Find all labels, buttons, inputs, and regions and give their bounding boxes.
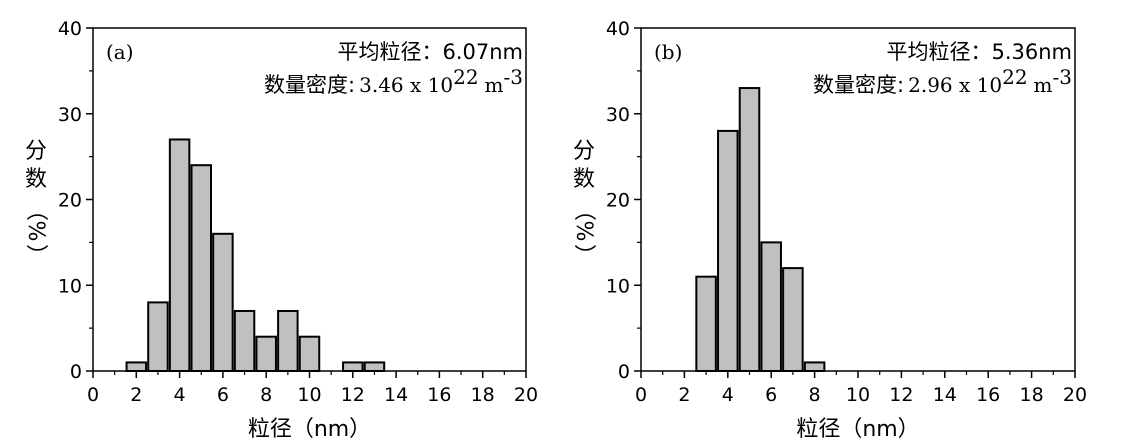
y-tick-label: 10 bbox=[606, 275, 630, 297]
bar bbox=[760, 241, 782, 373]
x-axis-label: 粒径（nm） bbox=[796, 417, 919, 442]
y-tick-label: 40 bbox=[58, 18, 82, 40]
y-tick-label: 10 bbox=[58, 275, 82, 297]
bar bbox=[168, 138, 191, 372]
x-tick-label: 20 bbox=[1063, 384, 1087, 406]
bar bbox=[342, 361, 364, 372]
x-tick-label: 10 bbox=[297, 384, 321, 406]
x-tick-label: 10 bbox=[846, 384, 870, 406]
bar bbox=[277, 309, 299, 373]
number-density-annotation: 数量密度: 2.96 x 1022 m-3 bbox=[813, 65, 1072, 97]
y-tick-label: 20 bbox=[58, 190, 82, 212]
x-tick-label: 2 bbox=[678, 384, 690, 406]
x-tick-label: 14 bbox=[933, 384, 957, 406]
y-axis-label-char: % bbox=[571, 221, 596, 242]
bar bbox=[695, 275, 717, 372]
x-tick-label: 12 bbox=[341, 384, 365, 406]
y-tick-label: 30 bbox=[58, 104, 82, 126]
bar bbox=[803, 361, 826, 372]
y-tick-label: 0 bbox=[70, 361, 82, 383]
x-tick-label: 0 bbox=[87, 384, 99, 406]
bar bbox=[298, 335, 321, 373]
bar bbox=[363, 361, 386, 372]
mean-size-annotation: 平均粒径：6.07nm bbox=[337, 40, 523, 64]
chart-a: 0 2 4 6 8 10 12 14 16 18 20 0 10 20 30 40 粒径（nm） 分数 （%） (a)… bbox=[23, 18, 538, 442]
x-tick-label: 14 bbox=[384, 384, 408, 406]
y-axis-label-char: 数 bbox=[25, 167, 47, 192]
y-axis-label-char: （ bbox=[23, 199, 48, 221]
y-tick-label: 20 bbox=[606, 190, 630, 212]
x-tick-label: 8 bbox=[809, 384, 821, 406]
panel-label: (b) bbox=[654, 40, 682, 64]
x-tick-label: 4 bbox=[174, 384, 186, 406]
y-tick-label: 0 bbox=[618, 361, 630, 383]
y-axis-label-char: （ bbox=[571, 199, 596, 221]
bar bbox=[738, 87, 761, 372]
y-axis-label-char: 分 bbox=[573, 139, 595, 164]
y-axis-label-char: 分 bbox=[25, 139, 47, 164]
bar bbox=[125, 361, 148, 372]
x-tick-label: 6 bbox=[765, 384, 777, 406]
x-tick-label: 16 bbox=[976, 384, 1000, 406]
y-axis-label-char: % bbox=[23, 221, 48, 242]
mean-size-annotation: 平均粒径：5.36nm bbox=[886, 40, 1072, 64]
y-axis-label-char: 数 bbox=[573, 167, 595, 192]
bar bbox=[717, 129, 739, 372]
x-tick-label: 2 bbox=[130, 384, 142, 406]
x-tick-label: 6 bbox=[217, 384, 229, 406]
x-tick-label: 12 bbox=[889, 384, 913, 406]
panel-label: (a) bbox=[106, 40, 134, 64]
y-tick-label: 30 bbox=[606, 104, 630, 126]
chart-b: 0 2 4 6 8 10 12 14 16 18 20 0 10 20 30 40 粒径（nm） 分数 （%） (b)… bbox=[571, 18, 1087, 442]
number-density-annotation: 数量密度: 3.46 x 1022 m-3 bbox=[264, 65, 523, 97]
x-tick-label: 4 bbox=[722, 384, 734, 406]
bar bbox=[147, 301, 169, 372]
x-tick-label: 18 bbox=[471, 384, 495, 406]
bar bbox=[212, 232, 234, 372]
bar bbox=[190, 164, 212, 372]
bar bbox=[782, 267, 804, 373]
y-axis-label-char: ） bbox=[23, 244, 48, 266]
x-tick-label: 16 bbox=[427, 384, 451, 406]
y-axis-label-char: ） bbox=[571, 244, 596, 266]
bar bbox=[233, 309, 256, 373]
y-tick-label: 40 bbox=[606, 18, 630, 40]
x-tick-label: 8 bbox=[260, 384, 272, 406]
x-tick-label: 0 bbox=[635, 384, 647, 406]
x-tick-label: 18 bbox=[1020, 384, 1044, 406]
x-axis-label: 粒径（nm） bbox=[248, 417, 371, 442]
x-tick-label: 20 bbox=[514, 384, 538, 406]
bar bbox=[255, 335, 277, 373]
